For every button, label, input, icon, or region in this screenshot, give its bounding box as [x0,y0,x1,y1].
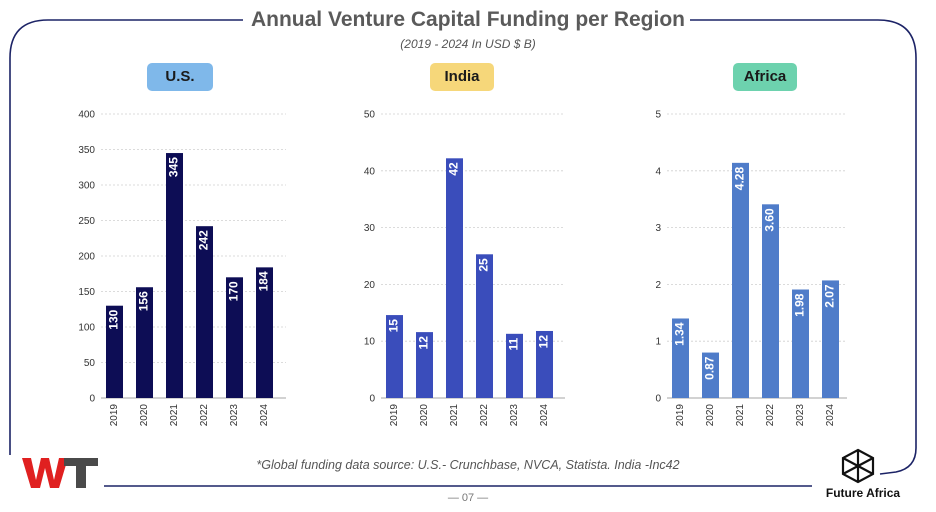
bar-value-label: 184 [257,271,271,291]
bar-2020 [702,352,719,398]
y-tick-label: 300 [78,181,95,192]
bar-value-label: 1.98 [793,293,807,317]
bar-2019 [386,315,403,398]
y-tick-label: 5 [655,110,661,121]
frame-outline [9,19,243,455]
region-badge-india: India [430,63,494,91]
bar-value-label: 170 [227,281,241,301]
bar-value-label: 0.87 [703,356,717,380]
bar-value-label: 11 [507,337,521,350]
region-badge-us: U.S. [147,63,213,91]
x-tick-label: 2020 [139,404,150,427]
frame-outline-right [690,19,917,475]
chart-africa: 0 1 2 3 4 5 1.34 2019 0.87 2020 4.28 2021 3.60 2022 1.… [655,110,847,427]
bar-value-label: 15 [387,319,401,333]
bar-2020 [416,332,433,398]
x-tick-label: 2021 [449,404,460,427]
source-footnote: *Global funding data source: U.S.- Crunc… [256,458,680,472]
bar-2023 [792,289,809,398]
bar-2022 [196,226,213,398]
bar-value-label: 25 [477,258,491,272]
x-tick-label: 2020 [419,404,430,427]
bar-2019 [672,318,689,398]
bar-value-label: 12 [417,336,431,350]
bar-2021 [166,153,183,398]
x-tick-label: 2023 [795,404,806,427]
bar-value-label: 2.07 [823,284,837,308]
y-tick-label: 0 [89,394,95,405]
bar-2021 [446,158,463,398]
bar-value-label: 1.34 [673,322,687,346]
future-africa-label: Future Africa [825,486,901,500]
bar-2024 [536,330,553,398]
y-tick-label: 2 [655,280,661,291]
page-subtitle: (2019 - 2024 In USD $ B) [400,37,536,51]
bar-value-label: 130 [107,309,121,329]
bar-2019 [106,305,123,398]
x-tick-label: 2019 [389,404,400,427]
x-tick-label: 2022 [765,404,776,427]
x-tick-label: 2019 [109,404,120,427]
bar-2022 [476,254,493,398]
bar-value-label: 4.28 [733,167,747,191]
y-tick-label: 30 [364,223,376,234]
bar-2022 [762,204,779,398]
wt-logo [22,458,98,488]
bar-value-label: 242 [197,230,211,250]
y-tick-label: 200 [78,252,95,263]
x-tick-label: 2024 [259,404,270,427]
y-tick-label: 50 [84,358,96,369]
bar-2024 [822,280,839,398]
region-badge-africa: Africa [733,63,797,91]
x-tick-label: 2022 [479,404,490,427]
y-tick-label: 1 [655,337,661,348]
bar-2020 [136,287,153,398]
bar-value-label: 42 [447,162,461,176]
y-tick-label: 40 [364,166,376,177]
x-tick-label: 2023 [509,404,520,427]
y-tick-label: 20 [364,280,376,291]
x-tick-label: 2022 [199,404,210,427]
y-tick-label: 3 [655,223,661,234]
future-africa-logo [841,448,875,484]
y-tick-label: 50 [364,110,376,121]
x-tick-label: 2021 [169,404,180,427]
bar-2023 [226,277,243,398]
y-tick-label: 150 [78,287,95,298]
y-tick-label: 10 [364,337,376,348]
bar-2024 [256,267,273,398]
x-tick-label: 2021 [735,404,746,427]
y-tick-label: 0 [369,394,375,405]
y-tick-label: 0 [655,394,661,405]
page-title: Annual Venture Capital Funding per Regio… [250,8,686,31]
y-tick-label: 400 [78,110,95,121]
x-tick-label: 2024 [539,404,550,427]
x-tick-label: 2019 [675,404,686,427]
page-number: — 07 — [447,492,489,504]
bar-value-label: 3.60 [763,208,777,232]
y-tick-label: 4 [655,166,661,177]
x-tick-label: 2023 [229,404,240,427]
bar-value-label: 12 [537,335,551,349]
bar-2021 [732,162,749,398]
x-tick-label: 2020 [705,404,716,427]
chart-us: 0 50 100 150 200 250 300 350 400 130 2019 156 2020 34… [78,110,286,427]
y-tick-label: 100 [78,323,95,334]
y-tick-label: 250 [78,216,95,227]
bar-value-label: 345 [167,157,181,177]
y-tick-label: 350 [78,145,95,156]
bar-2023 [506,333,523,398]
bar-value-label: 156 [137,291,151,311]
x-tick-label: 2024 [825,404,836,427]
chart-india: 0 10 20 30 40 50 15 2019 12 2020 42 2021 25 2022 11 202… [364,110,565,427]
